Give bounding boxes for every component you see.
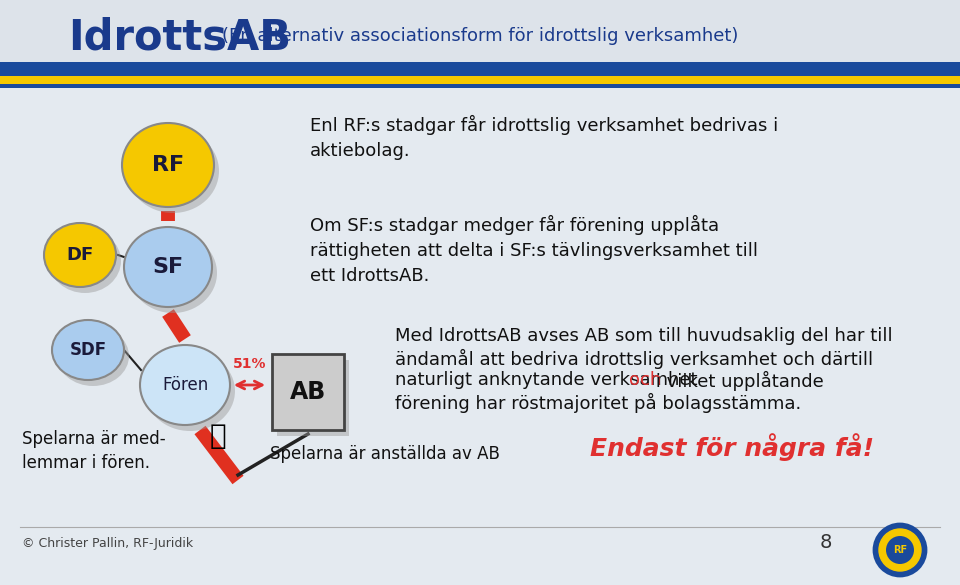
- Text: Endast för några få!: Endast för några få!: [590, 433, 874, 461]
- Ellipse shape: [52, 320, 124, 380]
- Text: AB: AB: [290, 380, 326, 404]
- Text: ändamål att bedriva idrottslig verksamhet och därtill: ändamål att bedriva idrottslig verksamhe…: [395, 349, 874, 369]
- Bar: [0, 76, 960, 84]
- Circle shape: [886, 536, 914, 564]
- Text: Spelarna är anställda av AB: Spelarna är anställda av AB: [270, 445, 500, 463]
- Text: Spelarna är med-
lemmar i fören.: Spelarna är med- lemmar i fören.: [22, 430, 166, 472]
- Text: © Christer Pallin, RF-Juridik: © Christer Pallin, RF-Juridik: [22, 536, 193, 549]
- Ellipse shape: [145, 351, 235, 431]
- Text: (En alternativ associationsform för idrottslig verksamhet): (En alternativ associationsform för idro…: [222, 27, 738, 45]
- Bar: [0, 84, 960, 88]
- Ellipse shape: [127, 129, 219, 213]
- Circle shape: [874, 524, 926, 576]
- Ellipse shape: [124, 227, 212, 307]
- Text: 🏃: 🏃: [209, 422, 227, 450]
- Text: DF: DF: [66, 246, 94, 264]
- Ellipse shape: [122, 123, 214, 207]
- Ellipse shape: [49, 229, 121, 293]
- Bar: [272, 354, 344, 430]
- Text: SF: SF: [153, 257, 183, 277]
- Text: SDF: SDF: [69, 341, 107, 359]
- Text: RF: RF: [893, 545, 907, 555]
- Text: IdrottsAB: IdrottsAB: [68, 17, 291, 59]
- Bar: [0, 0, 960, 62]
- Text: i vilket upplåtande: i vilket upplåtande: [651, 371, 825, 391]
- Circle shape: [879, 529, 921, 571]
- Ellipse shape: [57, 326, 129, 386]
- Text: Med IdrottsAB avses AB som till huvudsaklig del har till: Med IdrottsAB avses AB som till huvudsak…: [395, 327, 893, 345]
- Ellipse shape: [140, 345, 230, 425]
- Text: RF: RF: [152, 155, 184, 175]
- Text: förening har röstmajoritet på bolagsstämma.: förening har röstmajoritet på bolagsstäm…: [395, 393, 802, 413]
- Text: Om SF:s stadgar medger får förening upplåta
rättigheten att delta i SF:s tävling: Om SF:s stadgar medger får förening uppl…: [310, 215, 758, 285]
- Text: naturligt anknytande verksamhet: naturligt anknytande verksamhet: [395, 371, 704, 389]
- Bar: [277, 360, 349, 436]
- Bar: [0, 88, 960, 585]
- Text: och: och: [629, 371, 660, 389]
- Ellipse shape: [44, 223, 116, 287]
- Text: 8: 8: [820, 534, 832, 552]
- Text: 51%: 51%: [232, 357, 266, 371]
- Text: Fören: Fören: [162, 376, 208, 394]
- Bar: [0, 62, 960, 76]
- Ellipse shape: [129, 233, 217, 313]
- Text: Enl RF:s stadgar får idrottslig verksamhet bedrivas i
aktiebolag.: Enl RF:s stadgar får idrottslig verksamh…: [310, 115, 779, 160]
